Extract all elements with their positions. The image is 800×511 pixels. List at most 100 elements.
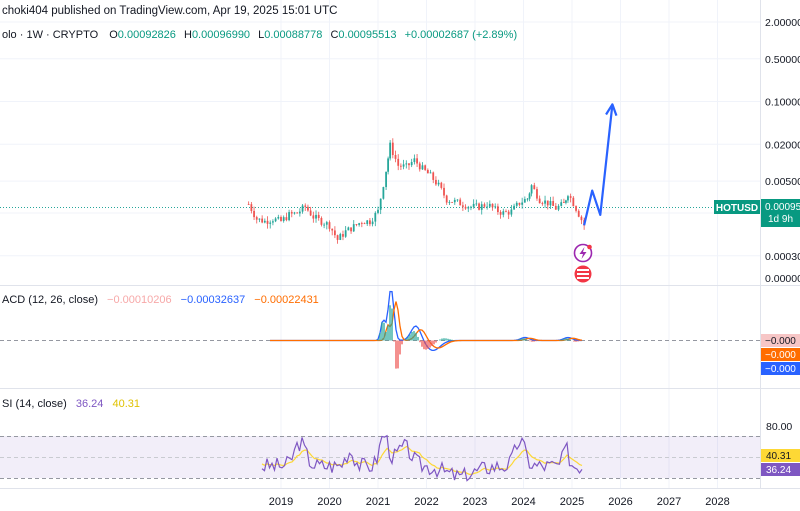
time-tick-label: 2025 <box>560 496 584 508</box>
candle <box>456 199 459 202</box>
rsi-value: 36.24 <box>76 398 104 410</box>
candle <box>371 217 374 227</box>
rsi-ma-line <box>261 445 583 475</box>
candle <box>497 203 499 215</box>
macd-histogram-bar <box>433 340 435 345</box>
candle <box>554 202 557 210</box>
candle <box>402 159 405 170</box>
rsi-badges: 40.31 36.24 <box>761 449 800 476</box>
candle <box>448 200 451 206</box>
time-tick-label: 2023 <box>463 496 487 508</box>
candle <box>304 203 307 211</box>
macd-histogram-bar <box>411 331 413 341</box>
candle <box>530 184 533 197</box>
macd-legend[interactable]: ACD (12, 26, close) −0.00010206 −0.00032… <box>2 294 319 306</box>
candle <box>467 205 470 213</box>
candle <box>250 202 253 214</box>
macd-histogram-bar <box>391 308 393 341</box>
candle <box>274 217 277 223</box>
macd-histogram-bar <box>385 331 387 341</box>
us-flag-event-icon[interactable] <box>574 265 592 283</box>
candle <box>269 220 272 229</box>
time-tick-label: 2024 <box>511 496 535 508</box>
candle <box>515 201 518 208</box>
ohlc-high-key: H <box>184 29 192 41</box>
candle <box>437 179 440 187</box>
candle <box>507 209 510 220</box>
candle <box>478 202 480 211</box>
symbol-legend[interactable]: olo · 1W · CRYPTO O0.00092826 H0.0009699… <box>2 29 517 41</box>
candle <box>528 192 531 202</box>
price-series <box>247 138 586 244</box>
candle <box>580 215 583 225</box>
macd-histogram-bar <box>573 340 575 342</box>
candle <box>443 183 445 199</box>
candle <box>382 186 385 200</box>
candle <box>541 201 544 206</box>
rsi-legend[interactable]: SI (14, close) 36.24 40.31 <box>2 398 140 410</box>
flash-event-icon[interactable] <box>573 243 593 263</box>
candle <box>247 201 250 205</box>
candle <box>521 197 524 209</box>
candle <box>317 211 320 221</box>
macd-histogram-bar <box>439 339 441 341</box>
macd-badge-macd: −0.000 <box>765 364 796 375</box>
price-badge-value: 0.00095 <box>765 202 800 213</box>
candle <box>328 220 331 232</box>
macd-histogram-bar <box>395 340 397 369</box>
candle <box>410 158 413 168</box>
macd-badge-signal: −0.000 <box>765 350 796 361</box>
candle <box>255 215 258 224</box>
candle <box>355 223 358 227</box>
macd-series <box>270 290 583 369</box>
candle <box>536 186 538 201</box>
macd-histogram-bar <box>529 340 531 342</box>
macd-histogram-bar <box>397 340 399 369</box>
macd-histogram-bar <box>525 339 527 341</box>
candle <box>394 150 397 163</box>
macd-histogram-bar <box>405 338 407 341</box>
candle <box>421 162 424 171</box>
macd-histogram-bar <box>419 340 421 343</box>
macd-histogram-bar <box>565 338 567 341</box>
macd-histogram-bar <box>443 338 445 341</box>
projection-arrowhead <box>605 103 618 117</box>
macd-histogram-bar <box>407 336 409 341</box>
candle <box>263 218 266 224</box>
candle <box>486 202 489 210</box>
macd-histogram-bar <box>531 340 533 342</box>
price-tick-label: 0.00500 <box>765 176 800 188</box>
macd-histogram-bar <box>379 333 381 341</box>
macd-histogram-bar <box>417 336 419 341</box>
svg-text:olo · 1W · CRYPTO O0.000: olo · 1W · CRYPTO O0.00092826 H0.0009699… <box>2 29 517 41</box>
macd-histogram-bar <box>431 340 433 347</box>
macd-histogram-bar <box>425 340 427 350</box>
price-scale[interactable]: 2.000000.500000.100000.020000.005000.001… <box>765 17 800 285</box>
time-tick-label: 2026 <box>608 496 632 508</box>
price-tick-label: 2.00000 <box>765 17 800 29</box>
candle <box>333 226 336 239</box>
macd-histogram-bar <box>381 322 383 341</box>
candle <box>389 140 392 161</box>
candle <box>416 154 418 168</box>
candle <box>560 199 563 207</box>
candle <box>464 204 467 210</box>
macd-histogram-bar <box>535 340 537 342</box>
candle <box>472 199 475 209</box>
candle <box>538 195 541 204</box>
time-scale[interactable]: 2019 2020 2021 2022 2023 2024 2025 2026 2027 2028 <box>269 496 730 508</box>
macd-histogram-value: −0.00010206 <box>107 294 172 306</box>
candle <box>344 226 347 238</box>
candle <box>424 164 427 171</box>
ohlc-close-value: 0.00095513 <box>338 29 396 41</box>
candle <box>408 163 410 170</box>
candle <box>513 203 515 210</box>
candle <box>280 215 282 222</box>
candle <box>400 163 402 171</box>
candle <box>557 204 560 212</box>
candle <box>339 232 342 241</box>
macd-histogram-bar <box>521 338 523 341</box>
macd-histogram-bar <box>435 340 437 343</box>
candle <box>577 209 580 218</box>
